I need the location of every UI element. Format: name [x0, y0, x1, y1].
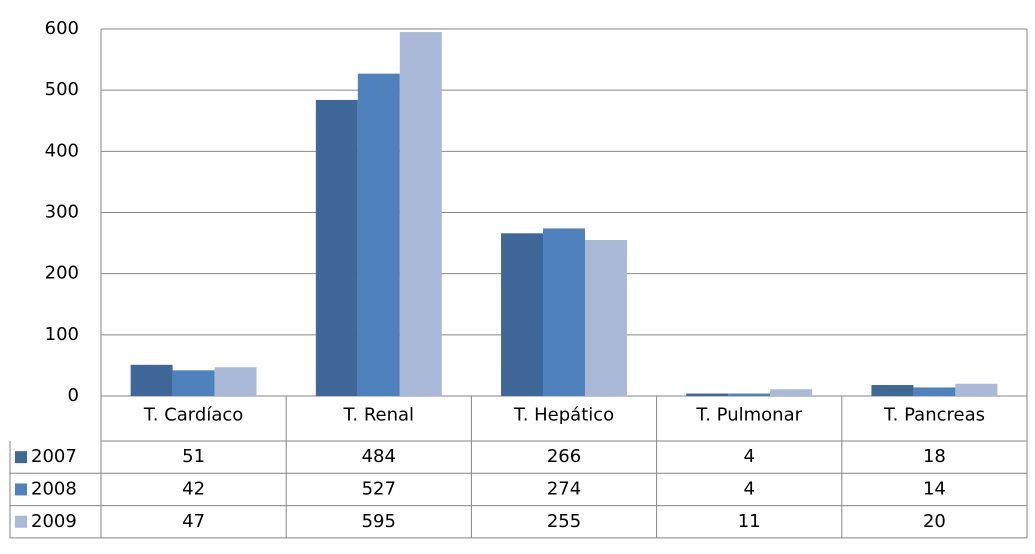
table-value: 14 — [923, 478, 946, 499]
table-value: 4 — [743, 478, 754, 499]
y-tick-label: 200 — [45, 263, 79, 284]
table-value: 4 — [743, 446, 754, 467]
table-value: 274 — [547, 478, 581, 499]
table-value: 42 — [182, 478, 205, 499]
bar — [728, 393, 771, 396]
table-value: 527 — [362, 478, 396, 499]
bar — [871, 384, 914, 396]
x-tick-label: T. Pancreas — [883, 405, 985, 426]
bar — [172, 370, 215, 396]
table-value: 18 — [923, 446, 946, 467]
bar — [357, 73, 400, 396]
table-value: 255 — [547, 511, 581, 532]
x-tick-label: T. Pulmonar — [695, 405, 802, 426]
table-value: 47 — [182, 511, 205, 532]
legend-label: 2007 — [31, 446, 77, 467]
bar — [686, 393, 729, 396]
legend-key — [15, 483, 27, 496]
bar — [543, 228, 585, 396]
table-value: 595 — [362, 511, 396, 532]
y-tick-label: 500 — [45, 79, 79, 100]
bar — [913, 387, 956, 396]
y-tick-label: 0 — [68, 385, 79, 406]
legend-label: 2009 — [31, 511, 77, 532]
bar — [399, 32, 442, 396]
legend-label: 2008 — [31, 478, 77, 499]
table-value: 484 — [362, 446, 396, 467]
bar — [770, 389, 813, 396]
bar — [955, 383, 998, 396]
legend-key — [15, 451, 27, 464]
table-value: 11 — [738, 511, 761, 532]
bar — [501, 233, 544, 396]
bar — [315, 99, 358, 396]
y-tick-label: 400 — [45, 140, 79, 161]
legend-key — [15, 515, 27, 528]
x-tick-label: T. Renal — [343, 405, 415, 426]
table-value: 51 — [182, 446, 205, 467]
bar — [130, 364, 173, 396]
table-value: 20 — [923, 511, 946, 532]
y-tick-label: 300 — [45, 202, 79, 223]
x-tick-label: T. Hepático — [513, 405, 614, 426]
bar — [214, 367, 257, 396]
bar — [584, 240, 627, 396]
y-tick-label: 600 — [45, 18, 79, 39]
y-tick-label: 100 — [45, 324, 79, 345]
x-tick-label: T. Cardíaco — [143, 405, 243, 426]
table-value: 266 — [547, 446, 581, 467]
